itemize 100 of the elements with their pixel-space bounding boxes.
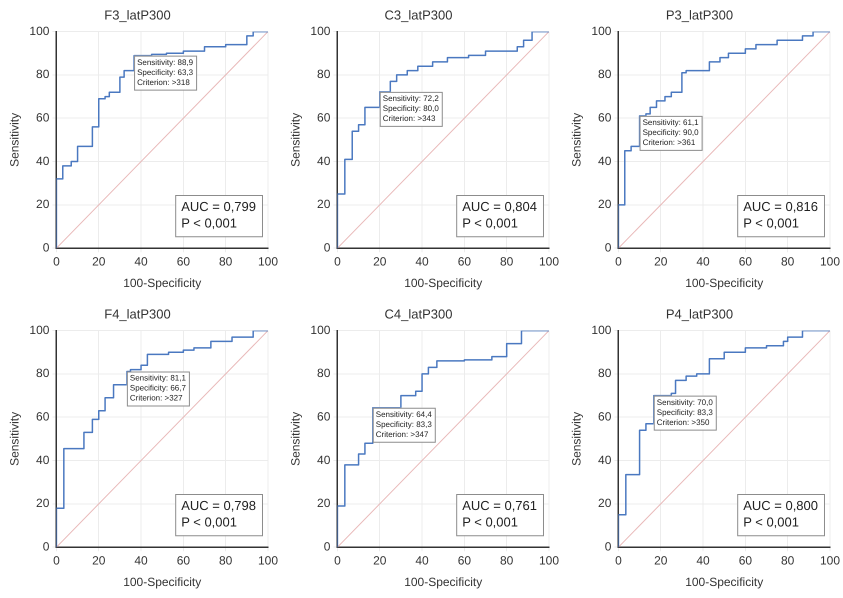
y-tick-label: 80 bbox=[36, 366, 50, 380]
annotation: Sensitivity: 64,4 Specificity: 83,3 Criterion: >347 bbox=[376, 410, 432, 439]
y-tick-label: 20 bbox=[317, 496, 331, 510]
y-tick-label: 100 bbox=[310, 322, 331, 337]
x-tick-label: 0 bbox=[334, 554, 342, 568]
annotation: AUC = 0,761 P < 0,001 bbox=[462, 498, 537, 530]
annotation: Sensitivity: 81,1 Specificity: 66,7 Criterion: >327 bbox=[130, 374, 186, 403]
x-tick-label: 80 bbox=[500, 554, 514, 568]
x-tick-label: 20 bbox=[373, 254, 387, 269]
x-tick-label: 80 bbox=[218, 554, 233, 568]
x-tick-label: 100 bbox=[258, 554, 278, 568]
y-tick-label: 40 bbox=[317, 154, 331, 168]
x-tick-label: 20 bbox=[92, 254, 106, 269]
x-tick-label: 100 bbox=[538, 554, 560, 568]
x-tick-label: 60 bbox=[738, 254, 752, 269]
y-axis-title: Sensitivity bbox=[8, 412, 22, 466]
x-tick-label: 20 bbox=[654, 554, 668, 568]
x-tick-label: 0 bbox=[53, 554, 60, 568]
y-tick-label: 40 bbox=[36, 154, 50, 168]
y-tick-label: 20 bbox=[36, 197, 50, 212]
x-axis-title: 100-Specificity bbox=[123, 276, 202, 290]
y-tick-label: 100 bbox=[310, 24, 331, 38]
y-tick-label: 40 bbox=[36, 452, 50, 467]
annotation: Sensitivity: 72,2 Specificity: 80,0 Criterion: >343 bbox=[382, 94, 440, 124]
x-tick-label: 60 bbox=[458, 254, 472, 269]
x-tick-label: 20 bbox=[92, 554, 106, 568]
y-tick-label: 100 bbox=[591, 24, 612, 38]
chart-title: C4_latP300 bbox=[384, 306, 452, 322]
y-tick-label: 0 bbox=[604, 240, 612, 255]
x-tick-label: 60 bbox=[176, 554, 190, 568]
chart-title: C3_latP300 bbox=[384, 7, 452, 22]
chart-title: F4_latP300 bbox=[104, 306, 171, 322]
y-tick-label: 60 bbox=[36, 410, 50, 424]
x-tick-label: 100 bbox=[820, 254, 840, 269]
y-tick-label: 0 bbox=[42, 540, 50, 554]
x-tick-label: 60 bbox=[738, 554, 752, 568]
x-axis-title: 100-Specificity bbox=[685, 575, 764, 590]
x-tick-label: 100 bbox=[538, 254, 560, 269]
y-axis-title: Sensitivity bbox=[288, 112, 303, 167]
annotation: AUC = 0,816 P < 0,001 bbox=[743, 199, 818, 230]
y-tick-label: 80 bbox=[36, 67, 50, 82]
annotation: AUC = 0,799 P < 0,001 bbox=[181, 199, 256, 230]
y-tick-label: 60 bbox=[317, 410, 331, 424]
x-tick-label: 40 bbox=[415, 254, 430, 269]
y-tick-label: 100 bbox=[29, 24, 50, 38]
y-tick-label: 20 bbox=[317, 197, 331, 212]
x-axis-title: 100-Specificity bbox=[123, 575, 202, 590]
y-tick-label: 80 bbox=[317, 366, 331, 380]
x-tick-label: 20 bbox=[654, 254, 668, 269]
y-axis-title: Sensitivity bbox=[570, 412, 584, 466]
y-tick-label: 100 bbox=[591, 322, 612, 337]
annotation: Sensitivity: 88,9 Specificity: 63,3 Criterion: >318 bbox=[137, 58, 194, 87]
x-tick-label: 40 bbox=[134, 554, 148, 568]
x-tick-label: 60 bbox=[458, 554, 472, 568]
x-tick-label: 0 bbox=[615, 254, 622, 269]
y-axis-title: Sensitivity bbox=[288, 412, 303, 466]
y-tick-label: 80 bbox=[598, 67, 612, 82]
x-tick-label: 60 bbox=[176, 254, 190, 269]
x-tick-label: 20 bbox=[373, 554, 387, 568]
x-tick-label: 0 bbox=[334, 254, 342, 269]
x-tick-label: 80 bbox=[780, 554, 795, 568]
chart-title: P3_latP300 bbox=[666, 7, 734, 22]
annotation: AUC = 0,804 P < 0,001 bbox=[462, 199, 537, 230]
y-tick-label: 40 bbox=[317, 452, 331, 467]
y-tick-label: 20 bbox=[36, 496, 50, 510]
x-tick-label: 100 bbox=[820, 554, 840, 568]
x-tick-label: 80 bbox=[780, 254, 795, 269]
y-tick-label: 0 bbox=[42, 240, 50, 255]
x-tick-label: 40 bbox=[415, 554, 430, 568]
x-tick-label: 40 bbox=[696, 554, 710, 568]
y-tick-label: 80 bbox=[598, 366, 612, 380]
x-tick-label: 40 bbox=[134, 254, 148, 269]
y-tick-label: 80 bbox=[317, 67, 331, 82]
x-tick-label: 80 bbox=[500, 254, 514, 269]
y-tick-label: 100 bbox=[29, 322, 50, 337]
y-tick-label: 0 bbox=[324, 240, 331, 255]
annotation: Sensitivity: 61,1 Specificity: 90,0 Criterion: >361 bbox=[642, 118, 700, 148]
y-tick-label: 20 bbox=[598, 496, 612, 510]
x-tick-label: 80 bbox=[218, 254, 233, 269]
x-axis-title: 100-Specificity bbox=[404, 276, 482, 290]
y-tick-label: 60 bbox=[598, 410, 612, 424]
y-tick-label: 40 bbox=[598, 154, 612, 168]
y-axis-title: Sensitivity bbox=[570, 112, 584, 167]
y-tick-label: 40 bbox=[598, 452, 612, 467]
x-axis-title: 100-Specificity bbox=[685, 276, 764, 290]
annotation: Sensitivity: 70,0 Specificity: 83,3 Criterion: >350 bbox=[656, 398, 714, 427]
chart-title: F3_latP300 bbox=[104, 7, 171, 22]
y-tick-label: 60 bbox=[36, 110, 50, 125]
y-tick-label: 0 bbox=[324, 540, 331, 554]
chart-title: P4_latP300 bbox=[666, 306, 734, 322]
y-axis-title: Sensitivity bbox=[8, 112, 22, 167]
y-tick-label: 60 bbox=[598, 110, 612, 125]
x-tick-label: 0 bbox=[53, 254, 60, 269]
x-tick-label: 100 bbox=[258, 254, 278, 269]
x-axis-title: 100-Specificity bbox=[404, 575, 482, 590]
y-tick-label: 0 bbox=[604, 540, 612, 554]
y-tick-label: 20 bbox=[598, 197, 612, 212]
y-tick-label: 60 bbox=[317, 110, 331, 125]
x-tick-label: 0 bbox=[615, 554, 622, 568]
annotation: AUC = 0,798 P < 0,001 bbox=[181, 498, 256, 530]
